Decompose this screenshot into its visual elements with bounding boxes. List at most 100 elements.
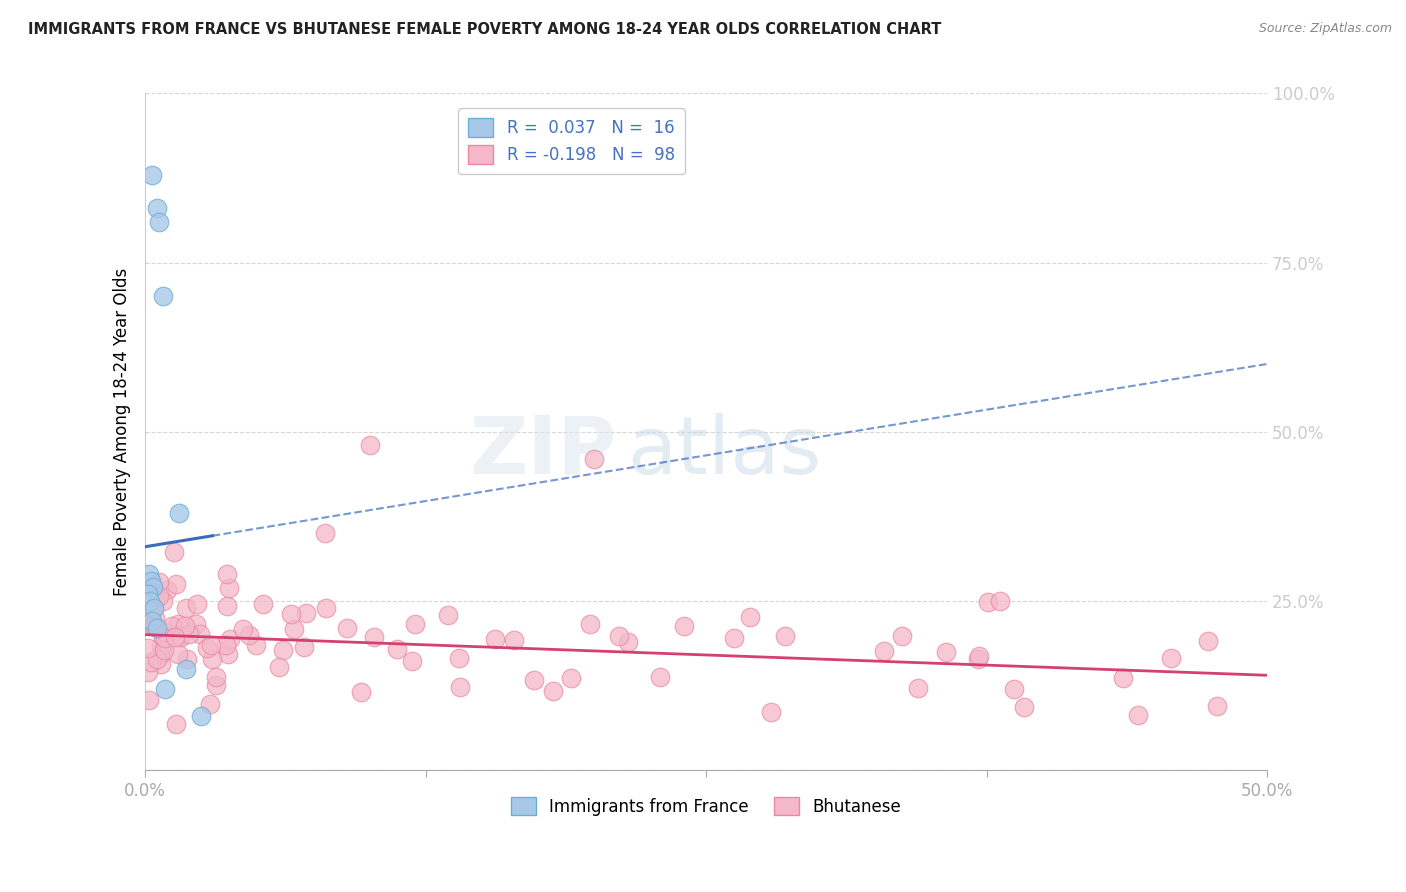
Point bbox=[179, 627, 201, 641]
Point bbox=[775, 629, 797, 643]
Point bbox=[294, 606, 316, 620]
Point bbox=[145, 202, 167, 216]
Point bbox=[280, 607, 302, 622]
Point bbox=[204, 670, 226, 684]
Point bbox=[200, 638, 222, 652]
Point bbox=[190, 709, 212, 723]
Point bbox=[252, 597, 274, 611]
Point bbox=[1160, 650, 1182, 665]
Point bbox=[271, 642, 294, 657]
Point bbox=[165, 717, 187, 731]
Point bbox=[245, 638, 267, 652]
Point bbox=[205, 678, 228, 692]
Point bbox=[738, 610, 761, 624]
Point bbox=[673, 619, 696, 633]
Point bbox=[142, 619, 165, 633]
Point bbox=[449, 680, 471, 694]
Point bbox=[359, 438, 381, 452]
Legend: Immigrants from France, Bhutanese: Immigrants from France, Bhutanese bbox=[505, 790, 908, 822]
Point bbox=[148, 575, 170, 590]
Point bbox=[167, 647, 190, 661]
Point bbox=[167, 629, 190, 643]
Point bbox=[174, 661, 197, 675]
Point bbox=[336, 621, 359, 635]
Point bbox=[1126, 708, 1149, 723]
Point bbox=[269, 659, 291, 673]
Point bbox=[139, 616, 162, 631]
Point bbox=[648, 670, 671, 684]
Point bbox=[198, 698, 221, 712]
Text: ZIP: ZIP bbox=[470, 413, 616, 491]
Point bbox=[141, 655, 163, 669]
Point bbox=[1206, 699, 1229, 714]
Point bbox=[935, 645, 957, 659]
Point bbox=[165, 576, 187, 591]
Point bbox=[138, 641, 160, 656]
Point bbox=[907, 681, 929, 695]
Point bbox=[149, 657, 172, 671]
Point bbox=[138, 615, 160, 630]
Point bbox=[363, 630, 385, 644]
Point bbox=[723, 632, 745, 646]
Point bbox=[166, 616, 188, 631]
Point bbox=[186, 597, 208, 611]
Point bbox=[292, 640, 315, 654]
Y-axis label: Female Poverty Among 18-24 Year Olds: Female Poverty Among 18-24 Year Olds bbox=[114, 268, 131, 596]
Point bbox=[174, 619, 197, 633]
Point bbox=[484, 632, 506, 647]
Point bbox=[215, 638, 238, 652]
Point bbox=[967, 651, 990, 665]
Text: atlas: atlas bbox=[627, 413, 823, 491]
Point bbox=[315, 601, 337, 615]
Point bbox=[141, 601, 163, 615]
Point bbox=[988, 594, 1011, 608]
Point bbox=[138, 566, 160, 581]
Point bbox=[148, 215, 170, 229]
Point bbox=[141, 168, 163, 182]
Point bbox=[148, 590, 170, 604]
Point bbox=[404, 616, 426, 631]
Point bbox=[188, 626, 211, 640]
Point bbox=[152, 642, 174, 657]
Point bbox=[169, 630, 191, 644]
Point bbox=[136, 665, 159, 680]
Point bbox=[141, 614, 163, 628]
Point bbox=[152, 631, 174, 645]
Point bbox=[195, 640, 218, 655]
Point bbox=[447, 650, 470, 665]
Point bbox=[578, 617, 600, 632]
Point bbox=[523, 673, 546, 687]
Point bbox=[160, 618, 183, 632]
Point bbox=[283, 622, 305, 636]
Point bbox=[401, 654, 423, 668]
Point bbox=[1197, 633, 1219, 648]
Point bbox=[163, 630, 186, 644]
Point bbox=[149, 639, 172, 653]
Point bbox=[215, 566, 238, 581]
Point bbox=[1002, 682, 1025, 697]
Point bbox=[617, 635, 640, 649]
Point bbox=[143, 610, 166, 624]
Point bbox=[436, 607, 458, 622]
Point bbox=[176, 652, 198, 666]
Point bbox=[139, 594, 162, 608]
Point bbox=[155, 625, 177, 640]
Point bbox=[1012, 699, 1035, 714]
Point bbox=[146, 652, 169, 666]
Point bbox=[163, 545, 186, 559]
Point bbox=[582, 451, 605, 466]
Point bbox=[607, 629, 630, 643]
Point bbox=[167, 506, 190, 520]
Point bbox=[139, 574, 162, 588]
Point bbox=[873, 644, 896, 658]
Text: Source: ZipAtlas.com: Source: ZipAtlas.com bbox=[1258, 22, 1392, 36]
Point bbox=[152, 289, 174, 303]
Point bbox=[218, 581, 240, 595]
Point bbox=[977, 595, 1000, 609]
Point bbox=[541, 684, 564, 698]
Point bbox=[217, 599, 239, 614]
Point bbox=[153, 631, 176, 645]
Point bbox=[314, 526, 336, 541]
Point bbox=[150, 646, 173, 660]
Point bbox=[145, 621, 167, 635]
